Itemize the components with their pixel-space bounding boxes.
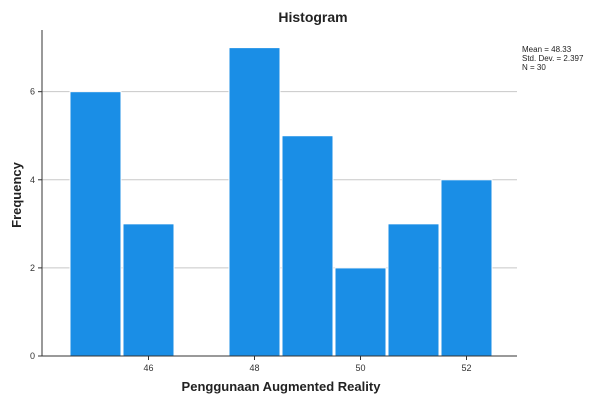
histogram-bar (387, 223, 440, 357)
y-tick-label: 6 (30, 87, 35, 97)
y-tick-label: 4 (30, 175, 35, 185)
bars (69, 47, 493, 357)
histogram-bar (228, 47, 281, 357)
y-tick-label: 0 (30, 351, 35, 361)
x-tick-label: 50 (355, 363, 365, 373)
x-axis-title: Penggunaan Augmented Reality (182, 379, 382, 394)
y-ticks: 0 2 4 6 (30, 87, 42, 361)
histogram-bar (440, 179, 493, 357)
chart-title: Histogram (278, 9, 347, 25)
stat-mean: Mean = 48.33 (522, 45, 572, 54)
y-tick-label: 2 (30, 263, 35, 273)
x-tick-label: 48 (249, 363, 259, 373)
histogram-bar (281, 135, 334, 357)
x-tick-label: 52 (461, 363, 471, 373)
stat-std-dev: Std. Dev. = 2.397 (522, 54, 584, 63)
x-tick-label: 46 (143, 363, 153, 373)
stats-box: Mean = 48.33 Std. Dev. = 2.397 N = 30 (522, 45, 584, 72)
y-axis-title: Frequency (9, 161, 24, 228)
stat-n: N = 30 (522, 63, 546, 72)
x-ticks: 46 48 50 52 (143, 356, 472, 373)
histogram-bar (69, 91, 122, 357)
histogram-bar (334, 267, 387, 357)
histogram-bar (122, 223, 175, 357)
